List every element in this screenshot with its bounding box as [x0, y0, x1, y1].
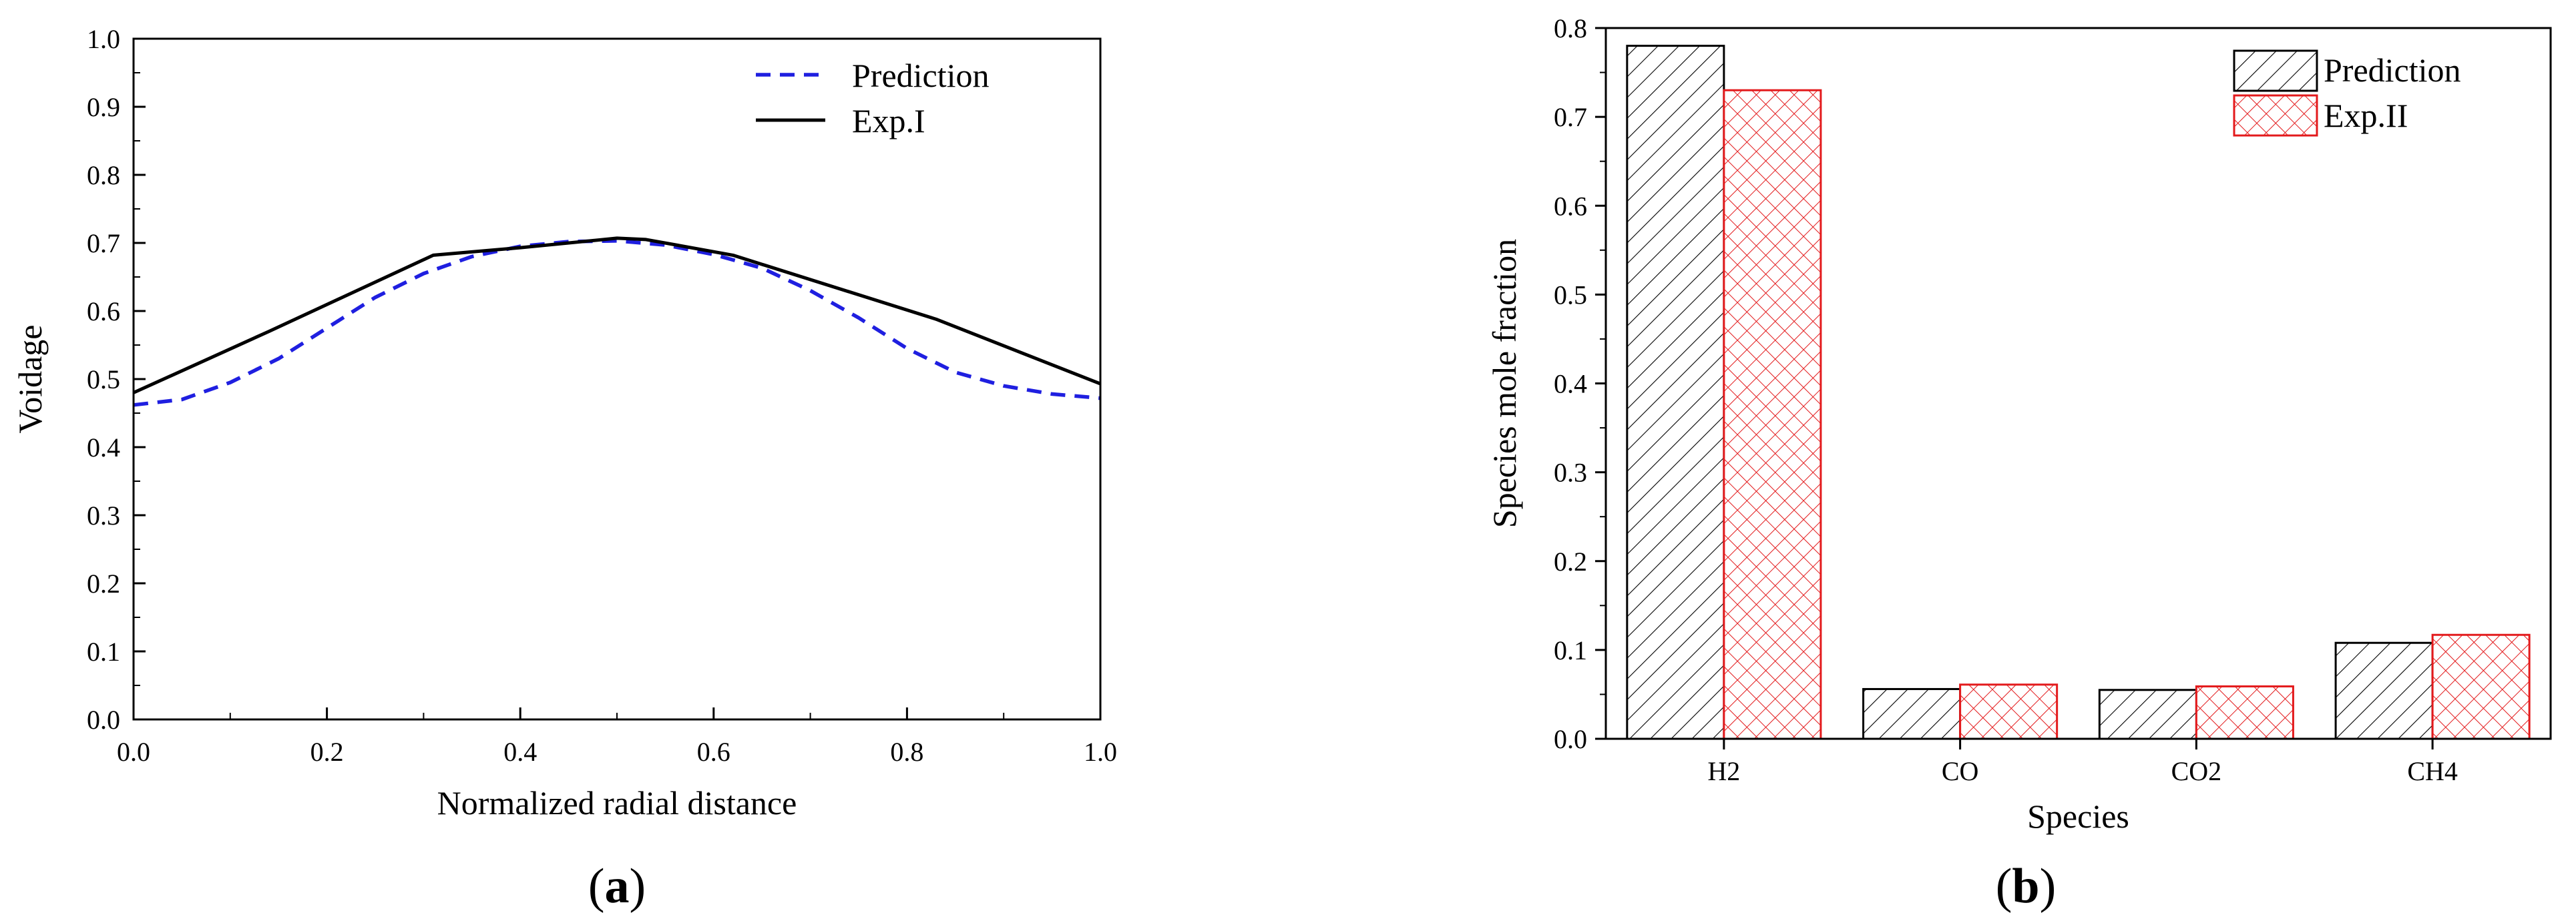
x-tick-label: 1.0: [1084, 737, 1117, 767]
bar-chart-panel: 0.0 0.1 0.2 0.3 0.4 0.5 0.6 0.7 0.8 H2 CO CO2 CH4 Sp…: [1486, 13, 2552, 914]
chart-a-legend: Prediction Exp.I: [756, 57, 990, 139]
bar-prediction-h2: [1626, 45, 1725, 740]
bar-prediction-co2: [2098, 689, 2197, 740]
panel-label-b: (b): [1996, 859, 2056, 914]
y-tick-label: 0.4: [1554, 369, 1587, 399]
y-tick-label: 0.8: [87, 160, 120, 190]
y-tick-label: 0.3: [1554, 458, 1587, 488]
panel-letter-a: a: [605, 859, 630, 914]
bar-prediction-ch4: [2334, 641, 2434, 740]
x-tick-label: 0.0: [117, 737, 150, 767]
y-tick-label: 0.8: [1554, 13, 1587, 43]
y-tick-label: 0.3: [87, 501, 120, 531]
series-line-prediction: [133, 239, 1101, 407]
y-tick-label: 0.2: [1554, 547, 1587, 577]
panel-label-a: (a): [588, 859, 646, 914]
y-tick-label: 0.5: [1554, 280, 1587, 310]
chart-a-y-axis-label: Voidage: [11, 325, 49, 434]
chart-a-plot-frame: [132, 37, 1102, 721]
y-tick-label: 0.7: [87, 228, 120, 258]
x-tick-label: 0.6: [697, 737, 730, 767]
y-tick-label: 1.0: [87, 24, 120, 54]
x-tick-label: 0.2: [310, 737, 344, 767]
chart-b-legend: Prediction Exp.II: [2233, 49, 2461, 137]
y-tick-label: 0.9: [87, 92, 120, 122]
legend-swatch-prediction: [2233, 49, 2318, 92]
y-tick-label: 0.0: [1554, 724, 1587, 754]
legend-label-exp-i: Exp.I: [852, 102, 925, 139]
bar-prediction-co: [1862, 687, 1962, 740]
y-tick-label: 0.2: [87, 569, 120, 599]
x-tick-label: 0.4: [503, 737, 537, 767]
line-chart-panel: 0.0 0.1 0.2 0.3 0.4 0.5 0.6 0.7 0.8 0.9 1.0 0.0 0.2 0…: [11, 24, 1117, 914]
x-tick-label: H2: [1707, 756, 1740, 786]
chart-a-x-axis-label: Normalized radial distance: [437, 784, 797, 822]
series-line-exp-i: [132, 236, 1101, 394]
x-tick-label: CO2: [2171, 756, 2222, 786]
bar-exp-ii-co2: [2195, 685, 2294, 740]
y-tick-label: 0.1: [1554, 635, 1587, 665]
bar-exp-ii-ch4: [2431, 633, 2531, 740]
chart-b-ticks: 0.0 0.1 0.2 0.3 0.4 0.5 0.6 0.7 0.8 H2 CO CO2 CH4: [1554, 13, 2458, 786]
chart-b-y-axis-label: Species mole fraction: [1486, 239, 1523, 528]
legend-label-prediction: Prediction: [2324, 51, 2461, 89]
panel-letter-b: b: [2012, 859, 2039, 914]
y-tick-label: 0.7: [1554, 102, 1587, 132]
chart-a-ticks: 0.0 0.1 0.2 0.3 0.4 0.5 0.6 0.7 0.8 0.9 1.0 0.0 0.2 0…: [87, 24, 1117, 767]
x-tick-label: CO: [1942, 756, 1979, 786]
y-tick-label: 0.1: [87, 637, 120, 667]
legend-label-exp-ii: Exp.II: [2324, 97, 2408, 134]
y-tick-label: 0.4: [87, 432, 120, 463]
y-tick-label: 0.5: [87, 364, 120, 394]
chart-b-bars: [1626, 45, 2531, 740]
y-tick-label: 0.6: [87, 296, 120, 326]
y-tick-label: 0.0: [87, 705, 120, 735]
legend-swatch-exp-ii: [2233, 94, 2318, 137]
chart-a-series: [132, 236, 1101, 407]
bar-exp-ii-h2: [1723, 89, 1822, 740]
legend-label-prediction: Prediction: [852, 57, 990, 94]
chart-b-plot-frame: [1604, 27, 2552, 740]
y-tick-label: 0.6: [1554, 191, 1587, 221]
bar-exp-ii-co: [1959, 683, 2059, 740]
x-tick-label: 0.8: [890, 737, 923, 767]
chart-b-x-axis-label: Species: [2027, 798, 2129, 835]
x-tick-label: CH4: [2407, 756, 2458, 786]
